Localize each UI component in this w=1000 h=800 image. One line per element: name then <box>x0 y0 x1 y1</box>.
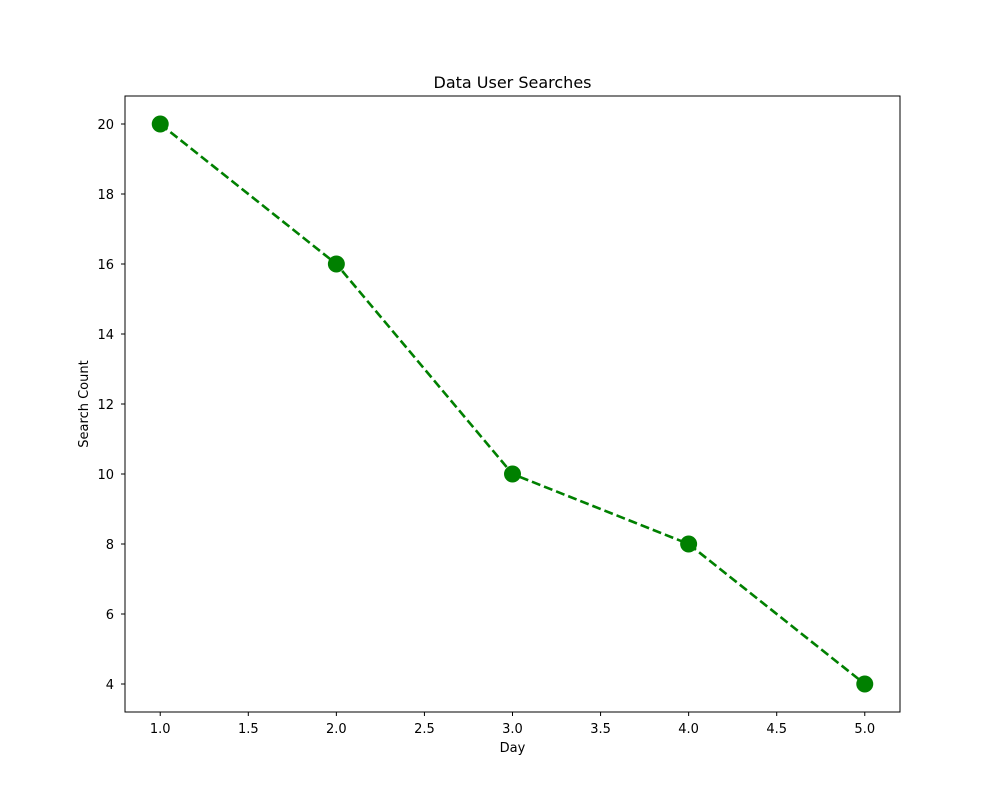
x-tick-label: 2.0 <box>326 722 347 737</box>
x-tick-label: 1.5 <box>238 722 259 737</box>
x-tick-label: 3.0 <box>502 722 523 737</box>
chart-title: Data User Searches <box>434 73 592 92</box>
y-tick-label: 12 <box>97 398 114 413</box>
x-tick-label: 1.0 <box>150 722 171 737</box>
x-axis-label: Day <box>500 741 526 756</box>
data-point <box>327 255 345 273</box>
y-tick-label: 14 <box>97 328 114 343</box>
y-tick-label: 8 <box>106 538 114 553</box>
y-tick-label: 10 <box>97 468 114 483</box>
plot-frame <box>124 95 901 713</box>
data-point <box>680 535 698 553</box>
x-tick-label: 2.5 <box>414 722 435 737</box>
y-axis-ticks: 4 6 8 10 12 14 16 18 20 <box>97 118 125 693</box>
y-axis-label: Search Count <box>77 360 92 447</box>
data-point <box>856 675 874 693</box>
data-point <box>151 115 169 133</box>
y-tick-label: 6 <box>106 608 114 623</box>
y-tick-label: 20 <box>97 118 114 133</box>
x-axis-ticks: 1.0 1.5 2.0 2.5 3.0 3.5 4.0 4.5 5.0 <box>150 712 875 737</box>
data-point <box>504 465 521 483</box>
y-tick-label: 16 <box>97 258 114 273</box>
series-layer <box>151 115 874 693</box>
x-tick-label: 3.5 <box>590 722 611 737</box>
x-tick-label: 4.5 <box>766 722 787 737</box>
y-tick-label: 18 <box>97 188 114 203</box>
x-tick-label: 5.0 <box>854 722 875 737</box>
x-tick-label: 4.0 <box>678 722 699 737</box>
y-tick-label: 4 <box>106 678 114 693</box>
